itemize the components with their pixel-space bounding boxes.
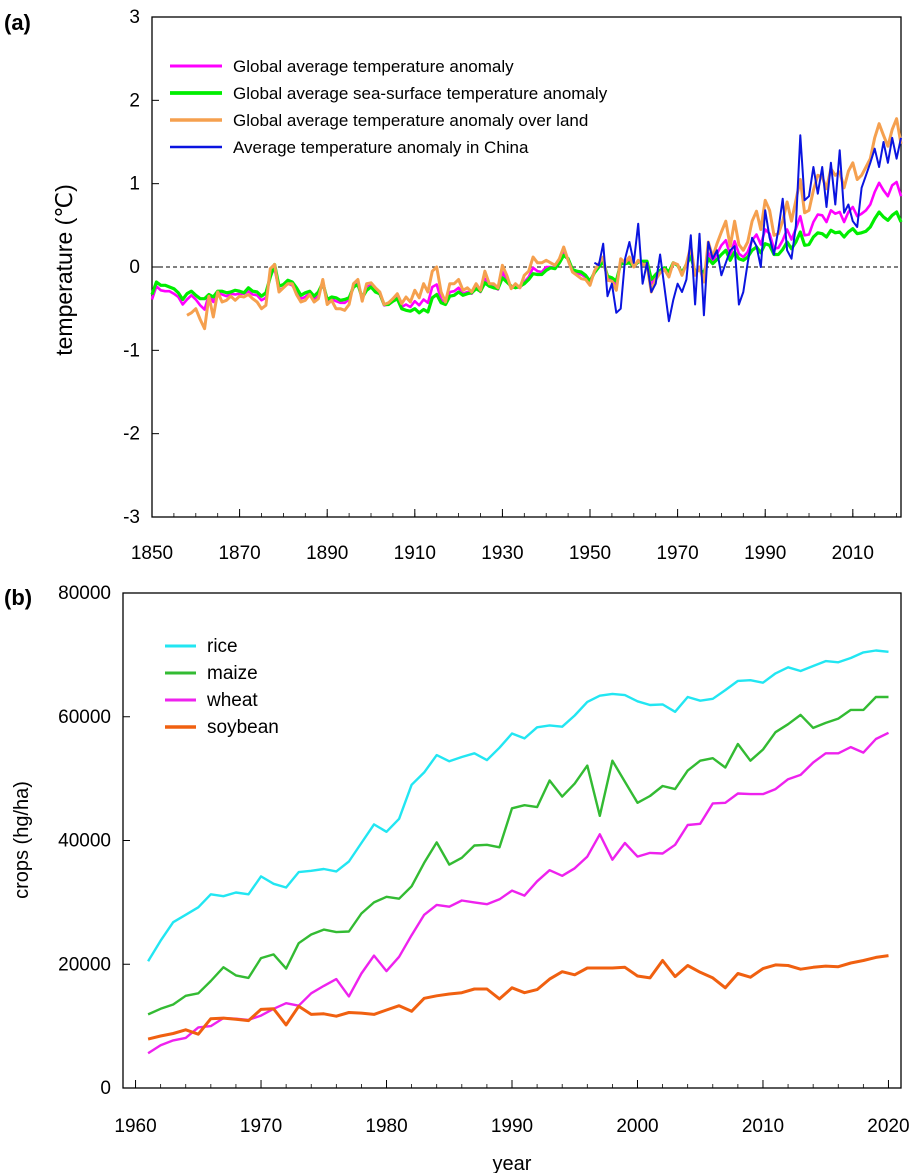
panel-a-y-tick-label: 2 xyxy=(129,90,140,111)
panel-b-x-axis-label: year xyxy=(493,1153,532,1173)
panel-a-y-tick-label: -3 xyxy=(123,507,140,528)
panel-a-y-tick-label: 1 xyxy=(129,174,140,195)
panel-a-y-tick-label: 3 xyxy=(129,7,140,28)
panel-a-x-tick-label: 1950 xyxy=(569,543,611,564)
panel-b-y-tick-label: 80000 xyxy=(58,583,111,604)
panel-a-label: (a) xyxy=(4,10,31,35)
panel-a-x-tick-label: 1970 xyxy=(656,543,698,564)
panel-a-x-tick-label: 1930 xyxy=(481,543,523,564)
panel-a-x-tick-label: 2010 xyxy=(832,543,874,564)
panel-a-y-tick-label: 0 xyxy=(129,257,140,278)
panel-a-x-ticks: 1850 1870 1890 1910 1930 1950 1970 1990 2010 xyxy=(131,509,898,564)
panel-b-x-tick-label: 2010 xyxy=(742,1116,784,1137)
panel-a-x-tick-label: 1910 xyxy=(394,543,436,564)
panel-a-legend: Global average temperature anomaly Global… xyxy=(170,57,608,157)
panel-b-x-tick-label: 1980 xyxy=(365,1116,407,1137)
panel-a-x-tick-label: 1890 xyxy=(306,543,348,564)
panel-b-y-tick-label: 20000 xyxy=(58,954,111,975)
panel-a-y-axis-label: temperature (℃) xyxy=(51,184,77,356)
panel-b-y-tick-label: 40000 xyxy=(58,831,111,852)
panel-b-y-ticks: 80000 60000 40000 20000 0 xyxy=(58,583,130,1099)
panel-b-series-wheat xyxy=(147,731,890,1055)
panel-b-x-tick-label: 1990 xyxy=(491,1116,533,1137)
panel-a-legend-label-global-average-sea-surface-temperature-anomaly: Global average sea-surface temperature a… xyxy=(233,84,608,103)
panel-b-y-tick-label: 60000 xyxy=(58,707,111,728)
panel-a-y-ticks: 3 2 1 0 -1 -2 -3 xyxy=(123,7,159,528)
panel-b-x-tick-label: 2020 xyxy=(867,1116,909,1137)
panel-a-x-tick-label: 1850 xyxy=(131,543,173,564)
panel-a-x-tick-label: 1870 xyxy=(218,543,260,564)
panel-a-y-tick-label: -2 xyxy=(123,424,140,445)
panel-b-label: (b) xyxy=(4,585,32,610)
panel-a-series xyxy=(150,117,903,331)
panel-b-legend-label-maize: maize xyxy=(207,663,258,684)
panel-a-x-tick-label: 1990 xyxy=(744,543,786,564)
panel-b-x-tick-label: 1960 xyxy=(114,1116,156,1137)
panel-b-x-tick-label: 1970 xyxy=(240,1116,282,1137)
panel-b-legend-label-wheat: wheat xyxy=(206,690,258,711)
panel-b-legend: rice maize wheat soybean xyxy=(165,636,279,738)
panel-b-series xyxy=(147,649,890,1055)
panel-b-x-tick-label: 2000 xyxy=(616,1116,658,1137)
panel-b-legend-label-rice: rice xyxy=(207,636,238,657)
panel-b-series-rice xyxy=(147,649,889,962)
panel-a-legend-label-global-average-temperature-anomaly: Global average temperature anomaly xyxy=(233,57,514,76)
panel-a-y-tick-label: -1 xyxy=(123,340,140,361)
panel-a-legend-label-global-average-temperature-anomaly-over-land: Global average temperature anomaly over … xyxy=(233,111,588,130)
panel-a-series-average-temperature-anomaly-in-china xyxy=(593,134,902,323)
panel-b-x-ticks: 1960 1970 1980 1990 2000 2010 2020 xyxy=(114,1080,910,1137)
panel-b-series-maize xyxy=(147,695,889,1016)
panel-b-legend-label-soybean: soybean xyxy=(207,717,279,738)
panel-b-series-soybean xyxy=(147,954,889,1041)
panel-b-y-axis-label: crops (hg/ha) xyxy=(11,781,33,899)
panel-a-series-global-average-temperature-anomaly-over-land xyxy=(186,117,903,331)
panel-a-legend-label-average-temperature-anomaly-in-china: Average temperature anomaly in China xyxy=(233,138,529,157)
panel-b-y-tick-label: 0 xyxy=(100,1078,111,1099)
panel-b: (b) crops (hg/ha) year 80000 60000 40000 20… xyxy=(4,583,910,1173)
